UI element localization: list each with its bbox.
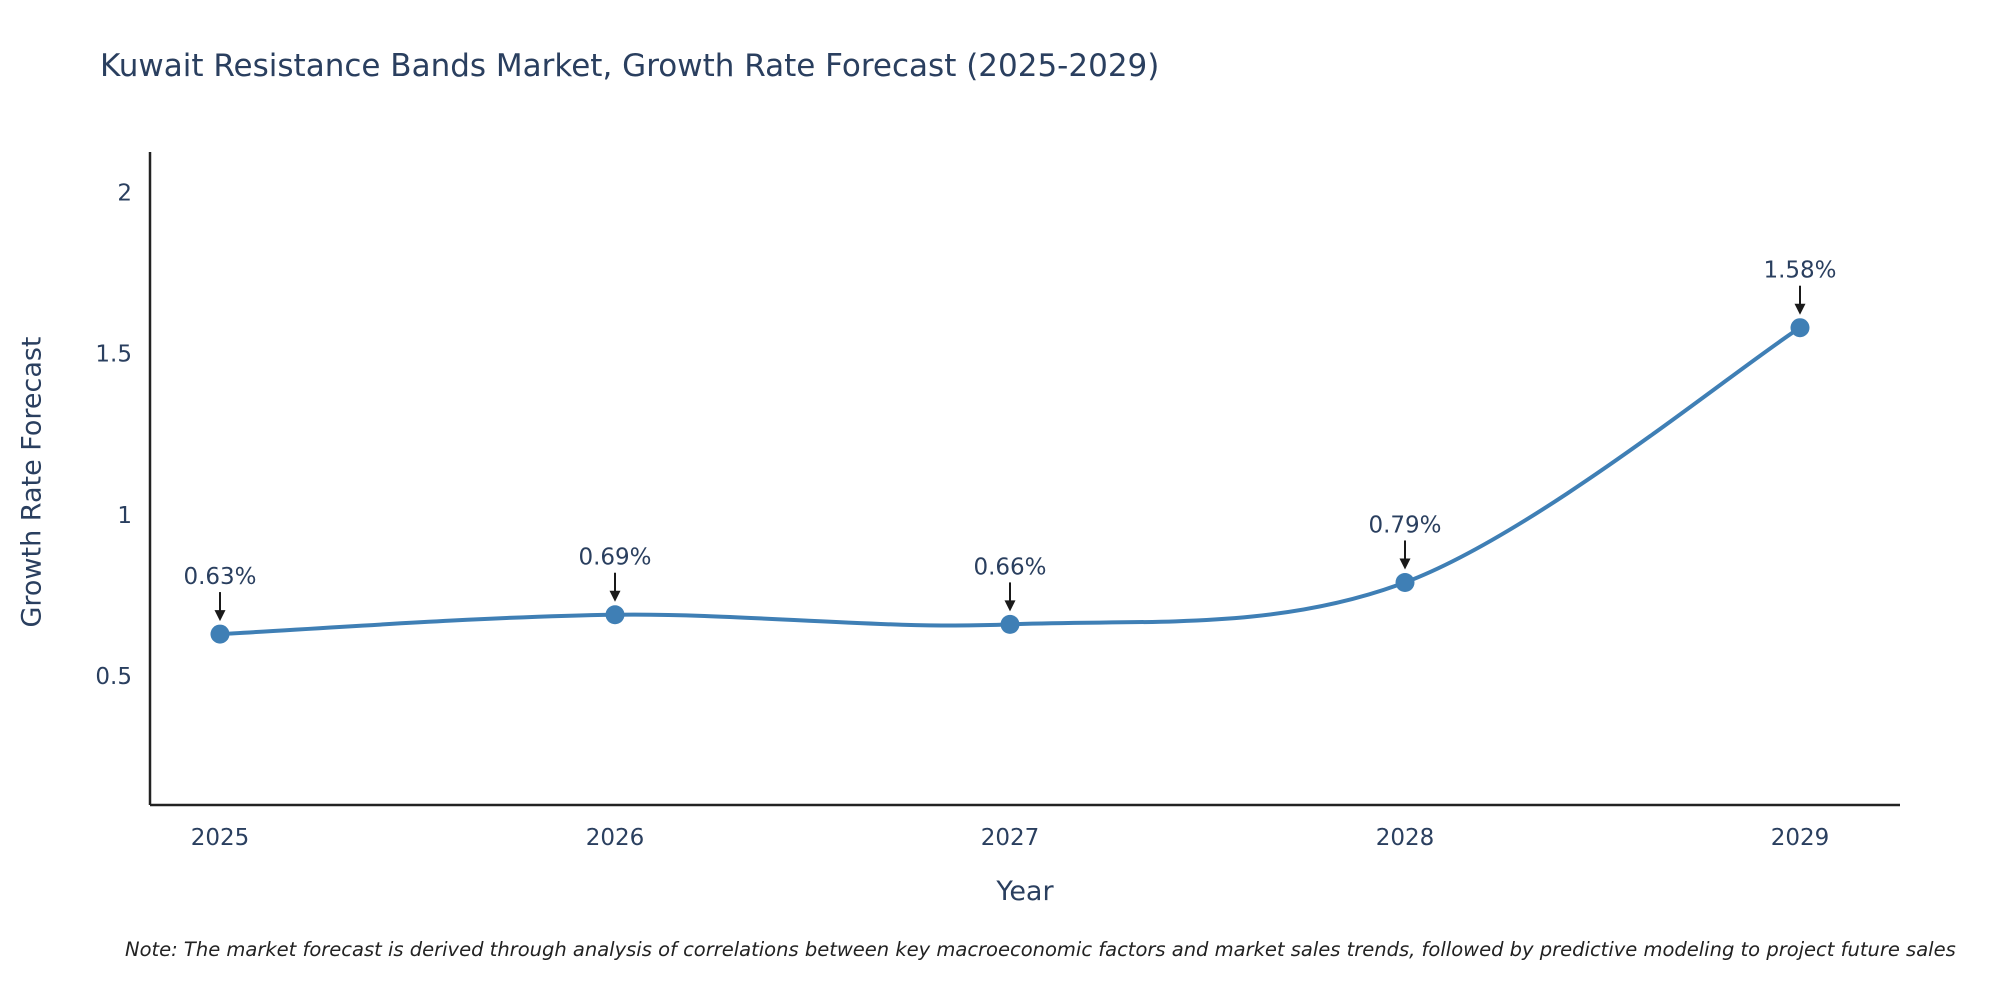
annotation-arrowhead (1004, 600, 1016, 612)
footnote: Note: The market forecast is derived thr… (125, 938, 1956, 961)
annotation-label: 0.63% (183, 564, 256, 590)
data-point-2029[interactable] (1790, 318, 1810, 338)
annotation-arrowhead (1794, 303, 1806, 315)
annotation-arrowhead (609, 590, 621, 602)
annotation-label: 0.69% (578, 545, 651, 571)
y-tick-label: 0.5 (95, 664, 132, 690)
annotation-arrowhead (1399, 558, 1411, 570)
y-tick-label: 2 (117, 180, 132, 206)
x-axis-title: Year (996, 876, 1054, 907)
y-tick-label: 1 (117, 503, 132, 529)
annotation-label: 0.66% (973, 554, 1046, 580)
annotation-label: 0.79% (1368, 512, 1441, 538)
x-tick-label: 2025 (191, 825, 250, 851)
data-point-2026[interactable] (605, 605, 625, 625)
x-tick-label: 2029 (1771, 825, 1830, 851)
series-line (219, 326, 1802, 637)
data-point-2028[interactable] (1395, 572, 1415, 592)
x-tick-label: 2027 (981, 825, 1040, 851)
data-point-2025[interactable] (210, 624, 230, 644)
x-tick-label: 2026 (586, 825, 645, 851)
y-axis-title: Growth Rate Forecast (16, 336, 48, 628)
annotation-label: 1.58% (1763, 258, 1836, 284)
data-point-2027[interactable] (1000, 614, 1020, 634)
x-tick-label: 2028 (1376, 825, 1435, 851)
chart-title: Kuwait Resistance Bands Market, Growth R… (100, 48, 1160, 84)
annotation-arrowhead (214, 610, 226, 622)
y-tick-label: 1.5 (95, 342, 132, 368)
